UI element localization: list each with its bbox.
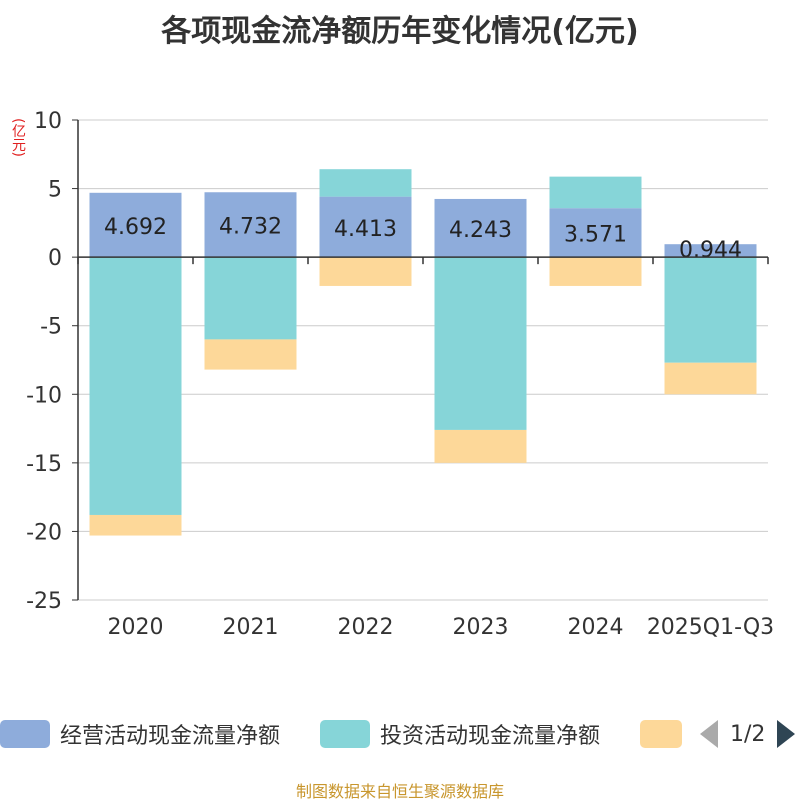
legend-prev-page-icon[interactable] — [700, 720, 718, 748]
legend-swatch-financing — [640, 720, 682, 748]
y-tick-label: 0 — [48, 246, 62, 271]
bar-operating — [434, 198, 527, 258]
bar-financing — [434, 429, 527, 463]
stacked-bar-chart: 10 5 0 -5 -10 -15 -20 -25 4.692 2020 4.732 2021 4.41… — [26, 109, 774, 640]
y-tick-label: -15 — [26, 452, 62, 477]
bar-operating — [549, 208, 642, 258]
bar-investing — [319, 169, 412, 197]
bar-operating — [89, 192, 182, 258]
bar-financing — [549, 257, 642, 286]
bar-data-label: 4.732 — [219, 215, 282, 240]
y-axis-unit-label: (亿元) — [10, 118, 26, 157]
x-tick-label: 2020 — [108, 615, 164, 640]
bar-financing — [89, 514, 182, 536]
legend-page-indicator: 1/2 — [730, 721, 766, 747]
bar-data-label: 4.243 — [449, 218, 512, 243]
x-tick-label: 2023 — [453, 615, 509, 640]
bar-financing — [319, 257, 412, 286]
bar-operating — [204, 192, 297, 258]
legend-item-financing[interactable] — [640, 716, 682, 752]
bar-investing — [434, 257, 527, 430]
data-source-note: 制图数据来自恒生聚源数据库 — [295, 782, 504, 801]
legend-next-page-icon[interactable] — [777, 720, 796, 748]
bar-financing — [664, 362, 757, 395]
x-tick-label: 2021 — [223, 615, 279, 640]
x-tick-label: 2025Q1-Q3 — [647, 615, 774, 640]
legend-pager: 1/2 — [700, 716, 796, 752]
bar-operating — [319, 196, 412, 258]
y-tick-label: -10 — [26, 383, 62, 408]
legend-item-investing[interactable]: 投资活动现金流量净额 — [320, 716, 600, 752]
bar-investing — [204, 257, 297, 340]
y-tick-label: -25 — [26, 589, 62, 614]
chart-title: 各项现金流净额历年变化情况(亿元) — [161, 14, 639, 49]
legend-label-operating: 经营活动现金流量净额 — [60, 724, 281, 749]
legend: 经营活动现金流量净额 投资活动现金流量净额 1/2 — [0, 716, 800, 752]
legend-swatch-operating — [0, 720, 50, 748]
y-tick-label: 10 — [34, 109, 62, 134]
bar-data-label: 0.944 — [679, 238, 742, 263]
y-tick-label: -5 — [40, 315, 62, 340]
y-tick-label: 5 — [48, 178, 62, 203]
legend-label-investing: 投资活动现金流量净额 — [380, 724, 601, 749]
bar-operating — [664, 244, 757, 258]
bar-data-label: 3.571 — [564, 223, 627, 248]
x-tick-label: 2022 — [338, 615, 394, 640]
legend-item-operating[interactable]: 经营活动现金流量净额 — [0, 716, 280, 752]
bar-investing — [664, 257, 757, 363]
y-tick-label: -20 — [26, 520, 62, 545]
bar-investing — [549, 176, 642, 209]
x-tick-label: 2024 — [568, 615, 624, 640]
bar-financing — [204, 339, 297, 370]
legend-swatch-investing — [320, 720, 370, 748]
bar-data-label: 4.692 — [104, 215, 167, 240]
bar-data-label: 4.413 — [334, 217, 397, 242]
bar-investing — [89, 257, 182, 515]
